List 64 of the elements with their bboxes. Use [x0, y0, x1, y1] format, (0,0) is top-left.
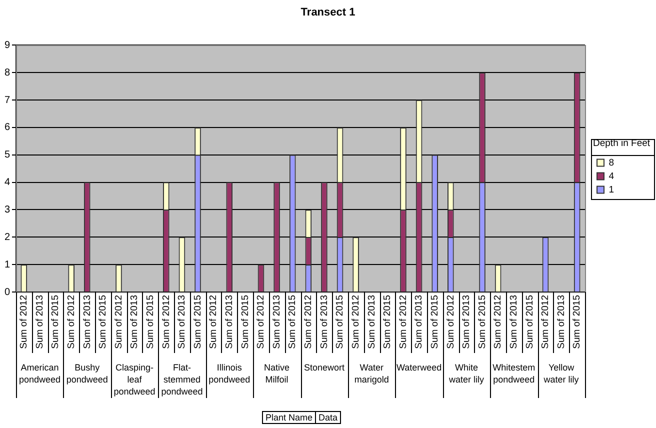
x-tick-label: Sum of 2015: [50, 295, 62, 349]
x-tick-label: Sum of 2013: [508, 295, 520, 349]
x-tick-label: Sum of 2015: [287, 295, 298, 349]
y-tick-label: 7: [4, 94, 10, 106]
text: Yellow water lily: [542, 362, 580, 384]
x-tick-label: Sum of 2015: [382, 295, 394, 349]
text: Flat-stemmed pondweed: [161, 362, 203, 396]
x-tick-label: Sum of 2012: [445, 295, 456, 349]
x-tick-label: Sum of 2015: [144, 295, 156, 349]
x-tick-label: Sum of 2013: [318, 295, 330, 349]
legend-label: 8: [608, 157, 614, 168]
x-tick-label: Sum of 2015: [98, 295, 109, 349]
text: Data: [318, 412, 338, 422]
x-tick-label: Sum of 2015: [192, 295, 204, 349]
text: Whitestem pondweed: [492, 362, 536, 384]
x-tick-label: Sum of 2015: [476, 295, 488, 349]
x-tick-label: Sum of 2013: [176, 295, 188, 349]
text: American pondweed: [18, 362, 60, 384]
x-tick-label: Sum of 2013: [34, 295, 46, 349]
y-tick-label: 5: [4, 150, 10, 161]
x-tick-label: Sum of 2015: [334, 295, 346, 349]
text: Illinois pondweed: [208, 362, 250, 384]
x-tick-label: Sum of 2012: [208, 295, 220, 349]
y-tick-label: 9: [4, 40, 10, 51]
text: White water lily: [448, 362, 484, 384]
y-tick-label: 2: [4, 232, 10, 243]
text: Stonewort: [304, 362, 345, 372]
x-tick-label: Sum of 2013: [556, 295, 567, 349]
text: Clasping-leaf pondweed: [114, 362, 156, 396]
x-tick-label: Sum of 2012: [66, 295, 77, 349]
legend-label: 1: [608, 184, 614, 196]
y-tick-label: 8: [4, 67, 10, 78]
x-tick-label: Sum of 2012: [492, 295, 504, 349]
x-tick-label: Sum of 2012: [113, 295, 124, 349]
text: Waterweed: [396, 362, 442, 372]
x-tick-label: Sum of 2013: [366, 295, 378, 349]
y-tick-label: 1: [4, 259, 10, 270]
x-tick-label: Sum of 2012: [350, 295, 362, 349]
x-tick-label: Sum of 2013: [129, 295, 140, 349]
x-tick-label: Sum of 2013: [224, 295, 235, 349]
x-tick-label: Sum of 2012: [303, 295, 314, 349]
x-tick-label: Sum of 2012: [18, 295, 30, 349]
legend-label: 4: [608, 170, 614, 182]
y-tick-label: 3: [4, 204, 10, 216]
text: Water marigold: [354, 362, 389, 384]
text: Plant Name: [265, 412, 313, 422]
x-tick-label: Sum of 2013: [271, 295, 282, 349]
x-tick-label: Sum of 2015: [524, 295, 536, 349]
x-tick-label: Sum of 2015: [429, 295, 440, 349]
y-tick-label: 0: [4, 286, 10, 298]
y-tick-label: 4: [4, 177, 10, 188]
chart-title: Transect 1: [300, 6, 356, 19]
x-tick-label: Sum of 2012: [398, 295, 409, 349]
x-tick-label: Sum of 2012: [256, 295, 267, 349]
x-tick-label: Sum of 2012: [160, 295, 172, 349]
y-tick-label: 6: [4, 122, 10, 134]
x-tick-label: Sum of 2012: [540, 295, 552, 349]
x-tick-label: Sum of 2013: [414, 295, 425, 349]
x-tick-label: Sum of 2013: [461, 295, 472, 349]
x-tick-label: Sum of 2015: [572, 295, 583, 349]
x-tick-label: Sum of 2013: [82, 295, 93, 349]
text: Native Milfoil: [264, 362, 290, 384]
x-tick-label: Sum of 2015: [240, 295, 251, 349]
text: Bushy pondweed: [66, 362, 108, 384]
